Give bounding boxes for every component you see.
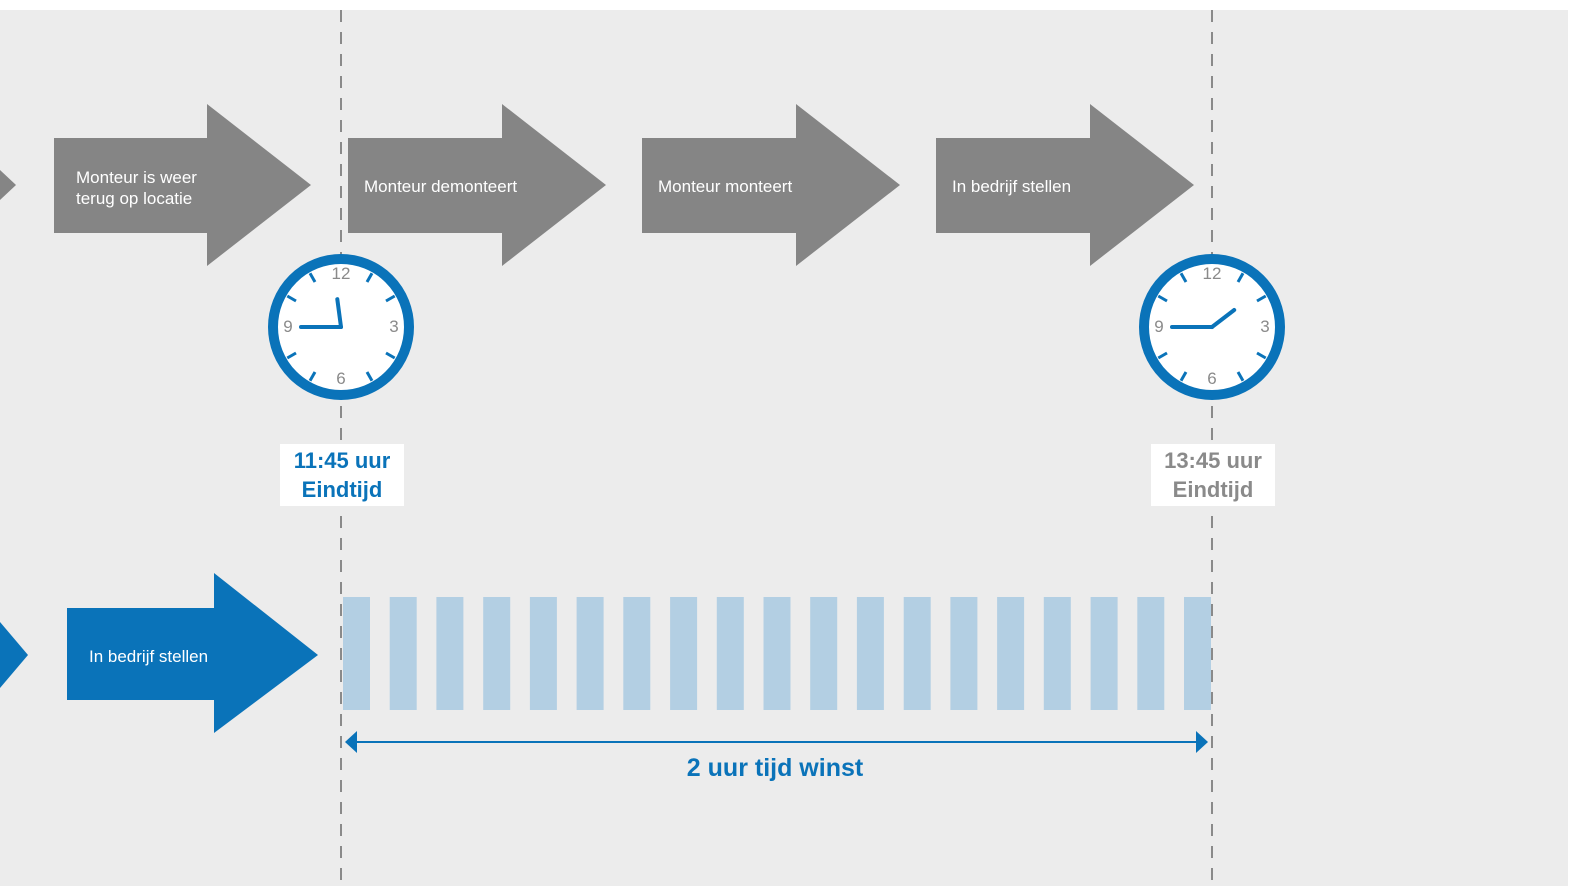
time-gain-stripe xyxy=(997,597,1025,710)
process-arrow-1-label: Monteur is weer terug op locatie xyxy=(76,167,197,209)
clock-1-numeral-9: 9 xyxy=(283,317,293,336)
time-gain-stripe xyxy=(763,597,791,710)
time-gain-stripe xyxy=(436,597,464,710)
clock-1-numeral-12: 12 xyxy=(331,264,351,283)
clock-tick xyxy=(1179,371,1188,382)
clock-tick xyxy=(385,294,396,303)
time-gain-stripe xyxy=(716,597,744,710)
process-arrow-4-label: In bedrijf stellen xyxy=(952,177,1072,196)
clock-2-numeral-6: 6 xyxy=(1207,369,1217,388)
process-arrow-4 xyxy=(936,104,1194,266)
clock-tick xyxy=(1236,371,1245,382)
time-gain-stripe xyxy=(576,597,604,710)
process-arrow-3-label: Monteur monteert xyxy=(658,177,793,196)
clock-icon-end-time-2 xyxy=(1139,254,1285,400)
time-gain-stripe xyxy=(810,597,838,710)
clock-tick xyxy=(308,272,317,283)
time-gain-stripe xyxy=(670,597,698,710)
time-gain-stripes xyxy=(343,597,1211,710)
time-gain-stripe xyxy=(623,597,651,710)
clock-hour-hand xyxy=(1210,308,1237,329)
time-gain-stripe xyxy=(529,597,557,710)
time-gain-stripe xyxy=(483,597,511,710)
clock-tick xyxy=(385,351,396,360)
process-arrow-2 xyxy=(348,104,606,266)
clock-tick xyxy=(1157,351,1168,360)
process-arrow-3 xyxy=(642,104,900,266)
clock-tick xyxy=(365,272,374,283)
process-arrow-1-label-line2: terug op locatie xyxy=(76,189,193,208)
time-gain-stripe xyxy=(1043,597,1071,710)
time-gain-stripe xyxy=(856,597,884,710)
end-time-label-1: 11:45 uur Eindtijd xyxy=(280,444,404,506)
time-gain-stripe xyxy=(1184,597,1211,710)
clock-tick xyxy=(308,371,317,382)
time-gain-stripe xyxy=(903,597,931,710)
time-gain-stripe xyxy=(1090,597,1118,710)
clock-tick xyxy=(365,371,374,382)
end-time-1-caption: Eindtijd xyxy=(301,477,383,502)
clock-hour-hand xyxy=(335,297,343,329)
process-arrow-1 xyxy=(54,104,311,266)
blue-process-arrow xyxy=(67,573,318,733)
time-gain-stripe xyxy=(343,597,370,710)
end-time-1-value: 11:45 uur xyxy=(293,448,391,473)
end-time-label-2: 13:45 uur Eindtijd xyxy=(1151,444,1275,506)
clock-2-numeral-3: 3 xyxy=(1260,317,1270,336)
partial-arrow-left-bottom xyxy=(0,622,28,688)
end-time-2-value: 13:45 uur xyxy=(1164,448,1262,473)
span-arrowhead-left xyxy=(345,731,357,753)
time-gain-label: 2 uur tijd winst xyxy=(686,754,864,782)
span-arrowhead-right xyxy=(1196,731,1208,753)
clock-tick xyxy=(1179,272,1188,283)
clock-tick xyxy=(1256,351,1267,360)
clock-tick xyxy=(286,294,297,303)
clock-icon-end-time-1 xyxy=(268,254,414,400)
blue-process-arrow-label: In bedrijf stellen xyxy=(89,647,209,666)
clock-tick xyxy=(1236,272,1245,283)
clock-tick xyxy=(1157,294,1168,303)
time-gain-stripe xyxy=(389,597,417,710)
end-time-2-caption: Eindtijd xyxy=(1172,477,1254,502)
clock-tick xyxy=(286,351,297,360)
clock-1-numeral-6: 6 xyxy=(336,369,346,388)
process-arrow-1-label-line1: Monteur is weer xyxy=(76,168,197,187)
clock-1-numeral-3: 3 xyxy=(389,317,399,336)
time-gain-stripe xyxy=(950,597,978,710)
partial-arrow-left-top xyxy=(0,170,16,200)
process-arrow-2-label: Monteur demonteert xyxy=(364,177,518,196)
clock-2-numeral-9: 9 xyxy=(1154,317,1164,336)
clock-tick xyxy=(1256,294,1267,303)
clock-2-numeral-12: 12 xyxy=(1202,264,1222,283)
time-gain-stripe xyxy=(1137,597,1165,710)
